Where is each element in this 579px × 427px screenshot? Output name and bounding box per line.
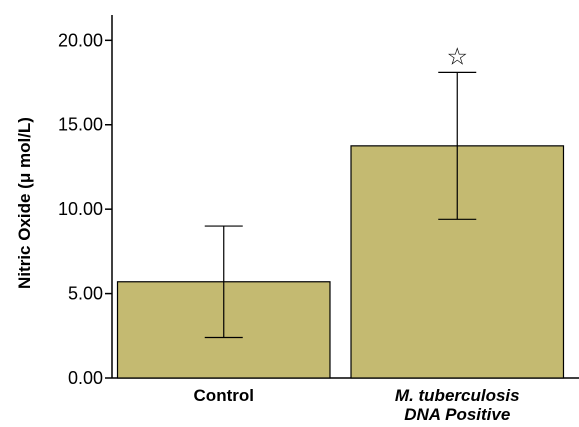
y-tick-label: 20.00 <box>58 30 103 50</box>
bars <box>116 145 565 379</box>
y-tick-label: 5.00 <box>68 284 103 304</box>
y-axis-title: Nitric Oxide (μ mol/L) <box>15 117 34 289</box>
significance-star-icon: ☆ <box>446 42 468 70</box>
y-tick-label: 0.00 <box>68 368 103 388</box>
x-category-label: Control <box>194 386 254 405</box>
error-bars <box>204 71 477 339</box>
y-ticks: 0.00 5.00 10.00 15.00 20.00 <box>58 30 112 388</box>
y-tick-label: 15.00 <box>58 115 103 135</box>
x-category-label: DNA Positive <box>404 405 510 424</box>
x-category-label: M. tuberculosis <box>395 386 520 405</box>
significance-markers: ☆ <box>446 42 468 70</box>
y-tick-label: 10.00 <box>58 199 103 219</box>
